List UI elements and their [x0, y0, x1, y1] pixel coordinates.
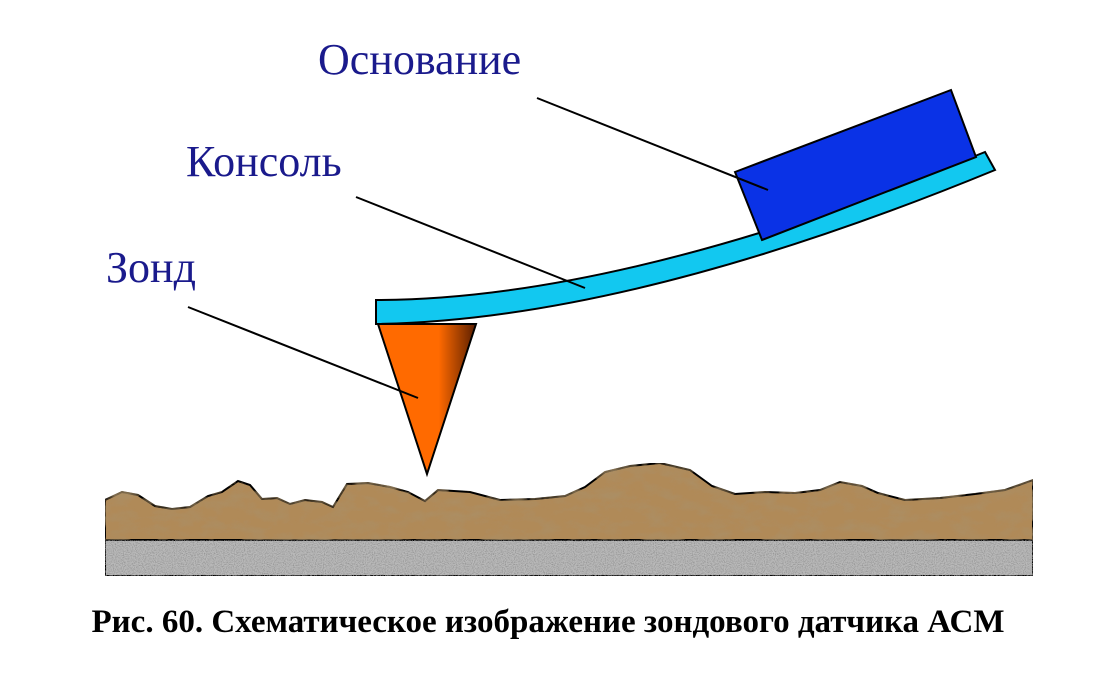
label-probe: Зонд: [106, 243, 196, 292]
leader-line-probe: [187, 306, 419, 399]
afm-probe-diagram: [104, 88, 1034, 577]
label-base: Основание: [318, 35, 522, 84]
leader-line-cantilever: [355, 196, 586, 289]
substrate-layer: [104, 539, 1034, 577]
probe-tip: [376, 323, 478, 478]
label-cantilever: Консоль: [186, 137, 342, 186]
cantilever: [375, 150, 997, 326]
leader-line-base: [536, 97, 769, 191]
base-block: [733, 88, 978, 242]
figure-caption: Рис. 60. Схематическое изображение зондо…: [91, 604, 1005, 640]
sample-surface: [104, 461, 1034, 541]
